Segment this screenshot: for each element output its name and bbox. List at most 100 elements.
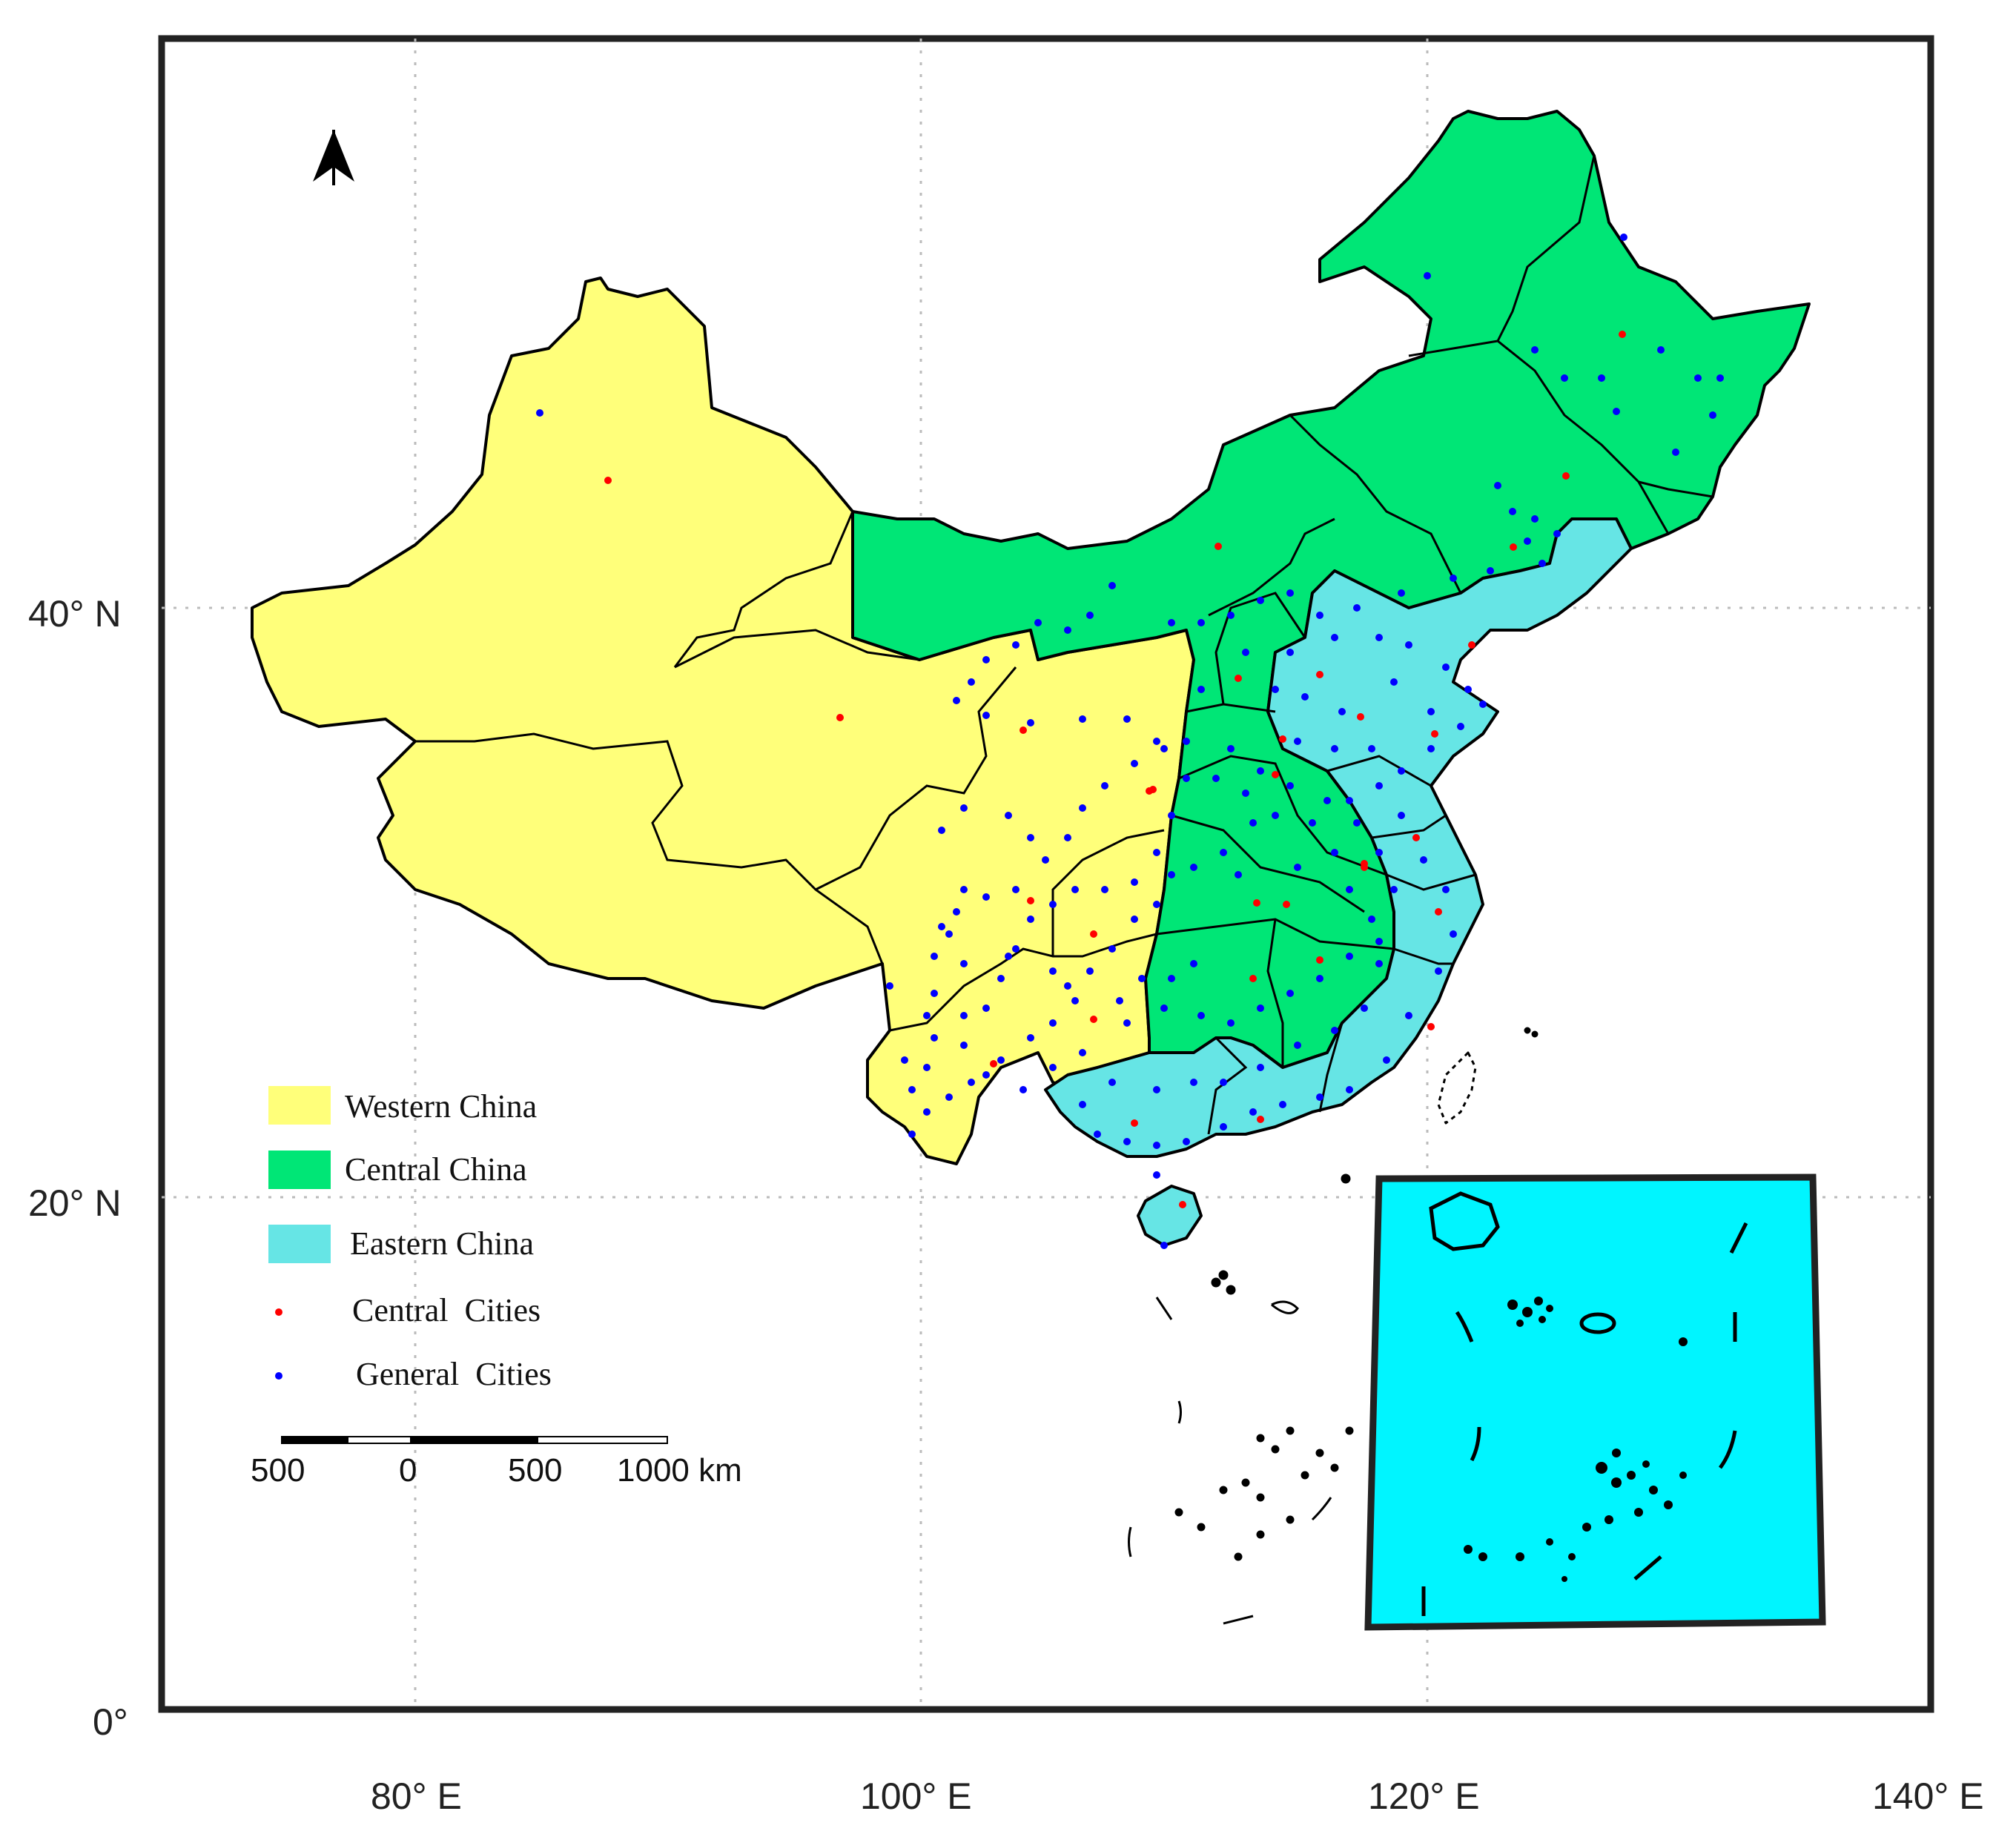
general-city-marker (1398, 589, 1405, 597)
general-city-marker (1286, 649, 1294, 656)
general-city-marker (1197, 1012, 1205, 1019)
general-city-marker (908, 1086, 916, 1093)
general-city-marker (931, 990, 938, 997)
general-city-marker (1331, 1027, 1338, 1034)
inset-map (1364, 1173, 1826, 1631)
general-city-marker (1160, 745, 1168, 752)
general-city-marker (908, 1130, 916, 1138)
general-city-marker (923, 1064, 931, 1071)
general-city-marker (1220, 1079, 1227, 1086)
central-city-marker (1090, 930, 1097, 938)
general-city-marker (1613, 408, 1620, 415)
general-city-marker (1197, 686, 1205, 693)
general-city-marker (1316, 612, 1323, 619)
general-city-marker (1427, 745, 1435, 752)
general-city-marker (1494, 482, 1501, 489)
general-city-marker (1361, 1004, 1368, 1012)
general-city-marker (1257, 597, 1264, 604)
general-city-marker (1227, 1019, 1235, 1027)
central-city-marker (1431, 730, 1438, 738)
general-city-marker (1368, 745, 1375, 752)
lon-label-140e: 140° E (1872, 1775, 1984, 1817)
general-city-marker (1012, 945, 1019, 953)
general-city-marker (1168, 975, 1175, 982)
central-city-marker (1412, 834, 1420, 841)
legend-label-eastern: Eastern China (350, 1225, 534, 1262)
general-city-marker (953, 908, 960, 916)
general-city-marker (901, 1056, 908, 1064)
general-city-marker (1620, 234, 1627, 241)
general-city-marker (1027, 916, 1034, 923)
general-city-marker (968, 678, 975, 686)
general-city-marker (1450, 575, 1457, 582)
general-city-marker (1331, 745, 1338, 752)
lon-label-100e: 100° E (860, 1775, 972, 1817)
central-city-marker (1019, 726, 1027, 734)
general-city-marker (1435, 967, 1442, 975)
general-city-marker (1524, 537, 1531, 545)
central-city-marker (1468, 641, 1475, 649)
general-city-marker (982, 1071, 990, 1079)
general-city-marker (1346, 886, 1353, 893)
legend-label-central: Central China (345, 1151, 527, 1188)
central-city-marker (1435, 908, 1442, 916)
general-city-marker (1323, 797, 1331, 804)
general-city-marker (1079, 804, 1086, 812)
general-city-marker (923, 1108, 931, 1116)
general-city-marker (1049, 901, 1057, 908)
general-city-marker (1353, 819, 1361, 827)
legend-label-general-cities: General Cities (356, 1356, 552, 1392)
general-city-marker (1331, 634, 1338, 641)
central-city-marker (1361, 860, 1368, 867)
general-city-marker (1286, 990, 1294, 997)
general-city-marker (1420, 856, 1427, 864)
general-city-marker (1049, 1064, 1057, 1071)
general-city-marker (1286, 782, 1294, 789)
general-city-marker (1012, 886, 1019, 893)
scale-label-500-left: 500 (251, 1452, 305, 1489)
general-city-marker (1353, 604, 1361, 612)
general-city-marker (1487, 567, 1494, 575)
legend: Western China Central China Eastern Chin… (268, 1086, 552, 1392)
general-city-marker (1220, 1123, 1227, 1130)
general-city-marker (1079, 715, 1086, 723)
general-city-marker (1338, 708, 1346, 715)
general-city-marker (1509, 508, 1516, 515)
general-city-marker (982, 656, 990, 663)
general-city-marker (1235, 871, 1242, 878)
general-city-marker (1153, 901, 1160, 908)
central-city-marker (836, 714, 844, 721)
general-city-marker (945, 930, 953, 938)
general-city-marker (1153, 849, 1160, 856)
general-city-marker (1375, 849, 1383, 856)
general-city-marker (1442, 663, 1450, 671)
central-city-marker (1510, 543, 1517, 551)
general-city-marker (1094, 1130, 1101, 1138)
general-city-marker (1123, 1019, 1131, 1027)
general-city-marker (982, 1004, 990, 1012)
general-city-marker (1331, 849, 1338, 856)
general-city-marker (1019, 1086, 1027, 1093)
general-city-marker (1123, 1138, 1131, 1145)
general-city-marker (1138, 975, 1146, 982)
general-city-marker (1346, 797, 1353, 804)
general-city-marker (960, 960, 968, 967)
general-city-marker (1079, 1049, 1086, 1056)
general-city-marker (1012, 641, 1019, 649)
general-city-marker (1694, 374, 1702, 382)
general-city-marker (1405, 641, 1412, 649)
general-city-marker (1286, 589, 1294, 597)
central-city-marker (1562, 472, 1570, 480)
general-city-marker (1049, 967, 1057, 975)
central-city-marker (1235, 675, 1242, 682)
central-city-marker (1214, 543, 1222, 550)
lat-label-0: 0° (93, 1701, 128, 1743)
general-city-marker (536, 409, 543, 417)
general-city-marker (1153, 738, 1160, 745)
central-city-marker (1149, 786, 1157, 793)
general-city-marker (1005, 812, 1012, 819)
general-city-marker (1531, 515, 1539, 523)
general-city-marker (960, 804, 968, 812)
general-city-marker (1168, 619, 1175, 626)
general-city-marker (1405, 1012, 1412, 1019)
